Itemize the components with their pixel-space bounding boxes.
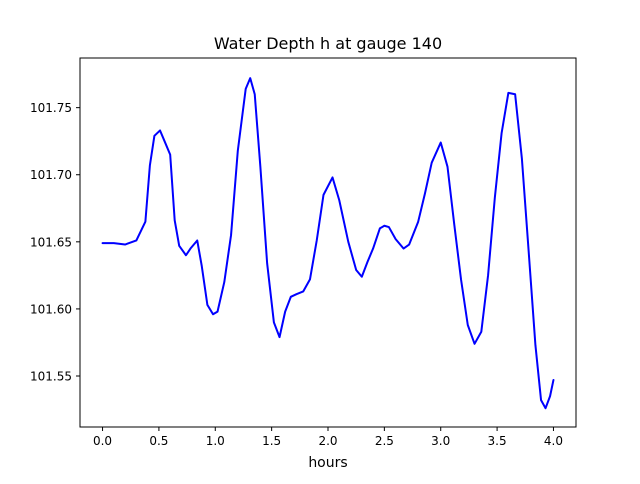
y-axis: 101.55 101.60 101.65 101.70 101.75 (30, 101, 80, 384)
x-tick-label: 4.0 (544, 434, 563, 448)
x-tick-label: 0.0 (93, 434, 112, 448)
x-tick-label: 2.5 (375, 434, 394, 448)
y-tick-label: 101.60 (30, 302, 72, 316)
x-axis: 0.0 0.5 1.0 1.5 2.0 2.5 3.0 3.5 4.0 (93, 427, 563, 448)
y-tick-label: 101.75 (30, 101, 72, 115)
y-tick-label: 101.65 (30, 235, 72, 249)
x-tick-label: 1.5 (262, 434, 281, 448)
x-axis-label: hours (308, 455, 347, 471)
chart-title: Water Depth h at gauge 140 (214, 34, 442, 53)
x-tick-label: 3.0 (431, 434, 450, 448)
x-tick-label: 2.0 (318, 434, 337, 448)
series-line (101, 77, 555, 410)
y-tick-label: 101.70 (30, 168, 72, 182)
x-tick-label: 1.0 (206, 434, 225, 448)
y-tick-label: 101.55 (30, 370, 72, 384)
x-tick-label: 0.5 (149, 434, 168, 448)
x-tick-label: 3.5 (488, 434, 507, 448)
